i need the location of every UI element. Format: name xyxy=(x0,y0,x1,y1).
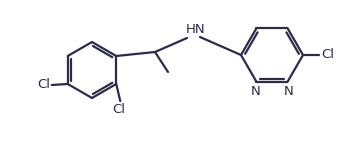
Text: N: N xyxy=(284,85,293,98)
Text: Cl: Cl xyxy=(37,78,50,92)
Text: N: N xyxy=(251,85,260,98)
Text: Cl: Cl xyxy=(113,103,126,116)
Text: Cl: Cl xyxy=(321,48,334,62)
Text: HN: HN xyxy=(186,23,206,36)
